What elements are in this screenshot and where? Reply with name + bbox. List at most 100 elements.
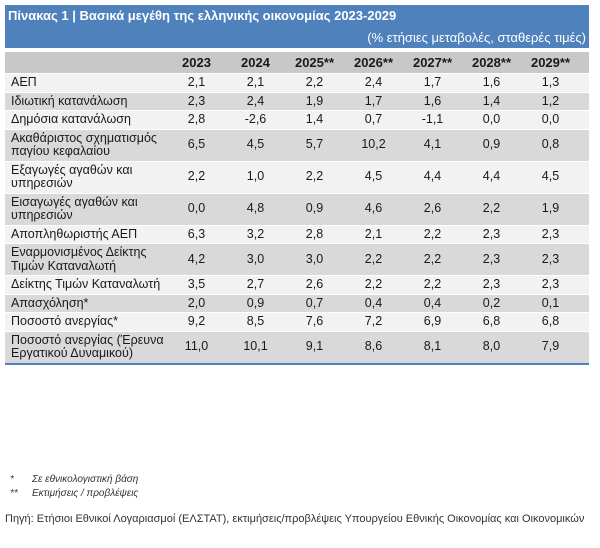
- value-cell: 0,0: [521, 110, 580, 129]
- value-cell: 2,2: [403, 275, 462, 294]
- value-cell: 6,9: [403, 312, 462, 331]
- row-pad: [580, 293, 589, 313]
- value-cell: -2,6: [226, 110, 285, 129]
- value-cell: 1,6: [462, 73, 521, 92]
- table-row: Εισαγωγές αγαθών και υπηρεσιών 0,0 4,8 0,9 4…: [5, 192, 589, 225]
- value-cell: 2,4: [344, 73, 403, 92]
- source-note: Πηγή: Ετήσιοι Εθνικοί Λογαριασμοί (ΕΛΣΤΑ…: [5, 513, 585, 525]
- value-cell: 0,9: [462, 128, 521, 161]
- row-pad: [580, 243, 589, 276]
- row-label: Ακαθάριστος σχηματισμός παγίου κεφαλαίου: [5, 128, 167, 161]
- value-cell: 0,0: [167, 192, 226, 225]
- value-cell: 8,0: [462, 330, 521, 363]
- row-pad: [580, 192, 589, 225]
- row-pad: [580, 91, 589, 111]
- header-year-cell: 2028**: [462, 52, 521, 74]
- value-cell: 2,3: [462, 275, 521, 294]
- value-cell: 3,2: [226, 224, 285, 244]
- value-cell: 1,2: [521, 91, 580, 111]
- footnote: ** Εκτιμήσεις / προβλέψεις: [10, 488, 138, 502]
- value-cell: 2,2: [344, 243, 403, 276]
- row-label: Απασχόληση*: [5, 293, 167, 313]
- value-cell: 0,7: [344, 110, 403, 129]
- row-label: Ιδιωτική κατανάλωση: [5, 91, 167, 111]
- table-row: Απασχόληση* 2,0 0,9 0,7 0,4 0,4 0,2 0,1: [5, 293, 589, 313]
- value-cell: 11,0: [167, 330, 226, 363]
- value-cell: 0,9: [226, 293, 285, 313]
- row-pad: [580, 330, 589, 363]
- value-cell: 2,1: [167, 73, 226, 92]
- footnote-text: Σε εθνικολογιστική βάση: [32, 474, 139, 485]
- value-cell: 7,2: [344, 312, 403, 331]
- footnote: * Σε εθνικολογιστική βάση: [10, 474, 138, 488]
- value-cell: 6,5: [167, 128, 226, 161]
- value-cell: 6,3: [167, 224, 226, 244]
- value-cell: 6,8: [462, 312, 521, 331]
- value-cell: 1,9: [521, 192, 580, 225]
- table-row: Δημόσια κατανάλωση 2,8 -2,6 1,4 0,7 -1,1 0,0 0,…: [5, 110, 589, 129]
- value-cell: 0,7: [285, 293, 344, 313]
- value-cell: 2,3: [521, 275, 580, 294]
- header-pad: [580, 52, 589, 74]
- table-row: Εξαγωγές αγαθών και υπηρεσιών 2,2 1,0 2,2 4,…: [5, 160, 589, 193]
- value-cell: 6,8: [521, 312, 580, 331]
- value-cell: 8,1: [403, 330, 462, 363]
- row-label: Εισαγωγές αγαθών και υπηρεσιών: [5, 192, 167, 225]
- value-cell: 1,7: [344, 91, 403, 111]
- value-cell: 3,0: [285, 243, 344, 276]
- row-pad: [580, 160, 589, 193]
- value-cell: 2,2: [285, 160, 344, 193]
- value-cell: 2,3: [521, 224, 580, 244]
- footnote-mark: **: [10, 488, 18, 499]
- value-cell: 0,8: [521, 128, 580, 161]
- value-cell: 4,4: [403, 160, 462, 193]
- row-pad: [580, 73, 589, 92]
- table-bottom-border: [5, 362, 589, 365]
- value-cell: 2,6: [285, 275, 344, 294]
- value-cell: 2,2: [403, 224, 462, 244]
- value-cell: 1,6: [403, 91, 462, 111]
- row-label: Εξαγωγές αγαθών και υπηρεσιών: [5, 160, 167, 193]
- value-cell: 4,2: [167, 243, 226, 276]
- value-cell: 4,6: [344, 192, 403, 225]
- row-pad: [580, 275, 589, 294]
- value-cell: 0,1: [521, 293, 580, 313]
- value-cell: 2,6: [403, 192, 462, 225]
- value-cell: 5,7: [285, 128, 344, 161]
- row-pad: [580, 224, 589, 244]
- table-row: Ποσοστό ανεργίας (Έρευνα Εργατικού Δυναμ…: [5, 330, 589, 363]
- row-pad: [580, 312, 589, 331]
- table-subtitle: (% ετήσιες μεταβολές, σταθερές τιμές): [367, 30, 586, 45]
- row-label: ΑΕΠ: [5, 73, 167, 92]
- value-cell: 3,0: [226, 243, 285, 276]
- value-cell: 1,3: [521, 73, 580, 92]
- header-year-cell: 2029**: [521, 52, 580, 74]
- value-cell: 2,3: [521, 243, 580, 276]
- value-cell: 2,3: [462, 243, 521, 276]
- table-row: Δείκτης Τιμών Καταναλωτή 3,5 2,7 2,6 2,2 2,2 2…: [5, 275, 589, 294]
- header-year-cell: 2025**: [285, 52, 344, 74]
- value-cell: 4,1: [403, 128, 462, 161]
- value-cell: 9,1: [285, 330, 344, 363]
- value-cell: 2,3: [462, 224, 521, 244]
- value-cell: -1,1: [403, 110, 462, 129]
- row-label: Δημόσια κατανάλωση: [5, 110, 167, 129]
- value-cell: 2,1: [344, 224, 403, 244]
- value-cell: 2,8: [285, 224, 344, 244]
- header-year-cell: 2026**: [344, 52, 403, 74]
- value-cell: 1,0: [226, 160, 285, 193]
- row-pad: [580, 110, 589, 129]
- row-label: Ποσοστό ανεργίας*: [5, 312, 167, 331]
- value-cell: 1,9: [285, 91, 344, 111]
- value-cell: 2,2: [285, 73, 344, 92]
- table-row: Αποπληθωριστής ΑΕΠ 6,3 3,2 2,8 2,1 2,2 2,3 2,3: [5, 224, 589, 244]
- value-cell: 4,5: [226, 128, 285, 161]
- value-cell: 4,8: [226, 192, 285, 225]
- value-cell: 0,2: [462, 293, 521, 313]
- value-cell: 0,4: [344, 293, 403, 313]
- value-cell: 3,5: [167, 275, 226, 294]
- value-cell: 8,5: [226, 312, 285, 331]
- economic-table-container: Πίνακας 1 | Βασικά μεγέθη της ελληνικής …: [5, 5, 589, 365]
- value-cell: 2,2: [344, 275, 403, 294]
- table-header-row: 2023 2024 2025** 2026** 2027** 2028** 2029**: [5, 52, 589, 74]
